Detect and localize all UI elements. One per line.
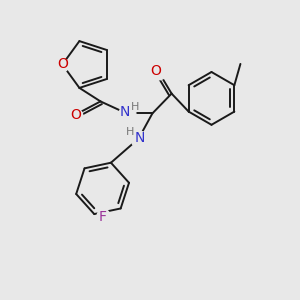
- Text: O: O: [150, 64, 161, 78]
- Text: F: F: [99, 210, 106, 224]
- Text: O: O: [57, 58, 68, 71]
- Text: H: H: [131, 102, 139, 112]
- Text: N: N: [135, 131, 145, 145]
- Text: O: O: [70, 108, 81, 122]
- Text: H: H: [126, 127, 135, 137]
- Text: N: N: [120, 106, 130, 119]
